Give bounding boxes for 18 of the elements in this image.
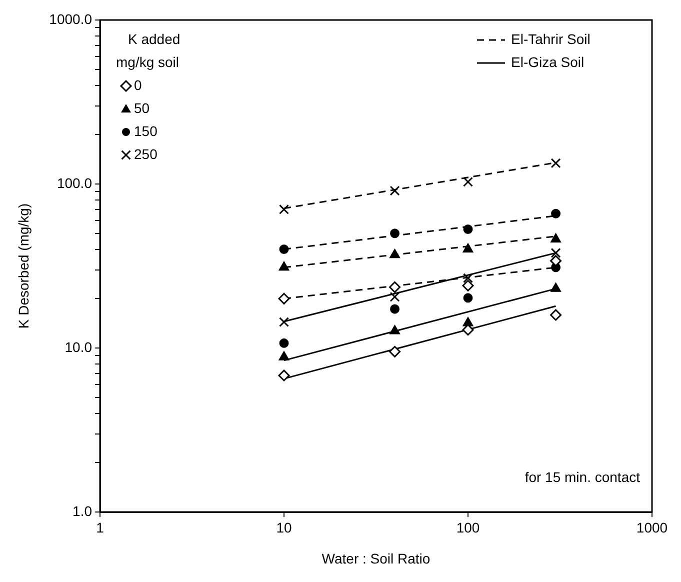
legend-label: 0	[134, 76, 142, 93]
x-tick-label: 1000	[636, 519, 668, 536]
y-tick-label: 100.0	[56, 174, 92, 191]
legend-title: K added mg/kg soil	[116, 30, 180, 70]
legend-label: 250	[134, 146, 158, 162]
legend-label: 50	[134, 100, 150, 116]
y-tick-label: 1000.0	[49, 10, 92, 27]
annotation: for 15 min. contact	[524, 468, 640, 485]
legend-label: El-Giza Soil	[511, 54, 584, 70]
y-axis-title: K Desorbed (mg/kg)	[15, 203, 32, 329]
y-tick-label: 10.0	[64, 338, 92, 355]
legend-label: 150	[134, 122, 158, 139]
x-tick-label: 1	[96, 519, 104, 536]
y-tick-label: 1.0	[72, 502, 92, 519]
x-tick-label: 100	[456, 519, 480, 536]
x-tick-label: 10	[276, 519, 292, 536]
legend-label: El-Tahrir Soil	[511, 30, 590, 47]
x-axis-title: Water : Soil Ratio	[322, 550, 430, 566]
